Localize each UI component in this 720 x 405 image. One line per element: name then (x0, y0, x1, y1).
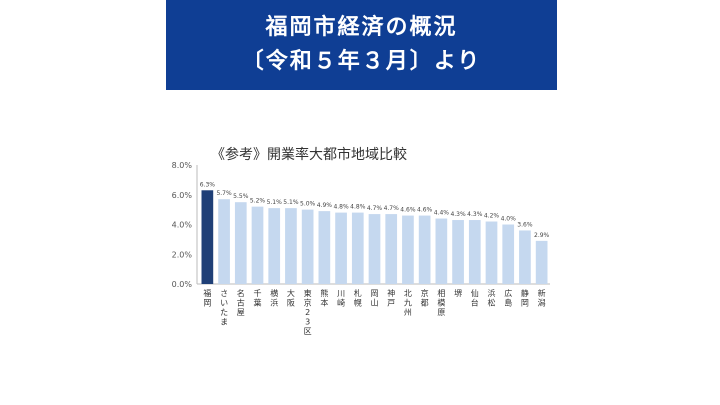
x-tick-label: 大阪 (287, 288, 295, 308)
y-tick-label: 0.0% (172, 280, 193, 289)
x-tick-label: 堺 (454, 288, 462, 298)
data-label: 4.8% (333, 204, 349, 211)
data-label: 5.0% (300, 201, 316, 208)
banner-subtitle: 〔令和５年３月〕より (241, 49, 482, 74)
bar (201, 190, 214, 284)
y-tick-label: 6.0% (172, 191, 193, 200)
x-tick-label: 福岡 (203, 289, 211, 308)
data-label: 4.6% (417, 207, 433, 214)
x-tick-label: 京都 (421, 288, 429, 308)
data-label: 4.8% (350, 204, 366, 211)
data-label: 4.3% (450, 211, 466, 218)
bar (335, 212, 347, 284)
data-label: 4.3% (467, 211, 483, 218)
data-label: 5.5% (233, 193, 249, 200)
data-label: 5.1% (267, 199, 283, 206)
banner-title: 福岡市経済の概況 (265, 15, 458, 40)
bar (468, 220, 481, 284)
y-tick-label: 2.0% (172, 250, 193, 259)
x-tick-label: 仙台 (471, 288, 479, 308)
x-tick-label: 熊本 (320, 288, 328, 308)
data-label: 4.0% (501, 216, 517, 223)
data-label: 5.1% (283, 199, 299, 206)
data-label: 4.7% (367, 205, 383, 212)
x-tick-label: 東京 2 3 区 (304, 288, 312, 336)
data-label: 4.2% (484, 213, 500, 220)
title-banner: 福岡市経済の概況 〔令和５年３月〕より (166, 0, 557, 90)
bar (435, 218, 448, 284)
data-label: 5.7% (216, 190, 232, 197)
x-tick-label: 岡山 (371, 289, 379, 308)
bar (452, 220, 464, 284)
bar (368, 214, 381, 284)
bar (502, 224, 515, 284)
x-tick-label: 静岡 (521, 288, 529, 308)
bar (519, 230, 531, 284)
x-tick-label: 札幌 (354, 288, 362, 308)
bar (402, 215, 414, 284)
bar (268, 208, 281, 284)
chart-title: 《参考》開業率大都市地域比較 (211, 147, 407, 163)
x-tick-label: 浜松 (488, 288, 496, 308)
bar (234, 202, 247, 284)
bar (418, 215, 431, 284)
x-tick-label: 千葉 (254, 288, 262, 308)
x-tick-label: 相模原 (437, 288, 445, 317)
bar (351, 212, 364, 284)
data-label: 4.6% (400, 207, 416, 214)
y-tick-label: 8.0% (172, 161, 193, 170)
bar (218, 199, 230, 284)
data-label: 6.3% (200, 181, 216, 188)
bar (485, 221, 498, 284)
x-tick-label: 名古屋 (237, 288, 245, 317)
data-label: 3.6% (517, 221, 533, 228)
data-label: 4.9% (317, 202, 333, 209)
x-tick-label: 横浜 (270, 288, 278, 308)
x-tick-label: さいたま (220, 289, 228, 327)
bar (301, 209, 314, 284)
bar (285, 208, 297, 284)
x-tick-label: 広島 (504, 288, 512, 308)
data-label: 4.7% (384, 205, 400, 212)
bar (251, 206, 264, 284)
chart-labels: 6.3% 福岡 5.7% さいたま 5.5% 名古屋 5.2% 千葉 5.1% 横浜 5.1% 大阪 5… (200, 181, 550, 336)
bar (535, 240, 548, 284)
chart-bars (201, 190, 548, 284)
bar (318, 211, 331, 284)
y-tick-label: 4.0% (172, 221, 193, 230)
data-label: 5.2% (250, 198, 266, 205)
bar (385, 214, 398, 284)
x-tick-label: 新潟 (538, 288, 546, 308)
x-tick-label: 川崎 (337, 289, 345, 308)
data-label: 4.4% (434, 210, 450, 217)
data-label: 2.9% (534, 232, 550, 239)
x-tick-label: 北九州 (404, 289, 412, 317)
x-tick-label: 神戸 (387, 288, 395, 308)
